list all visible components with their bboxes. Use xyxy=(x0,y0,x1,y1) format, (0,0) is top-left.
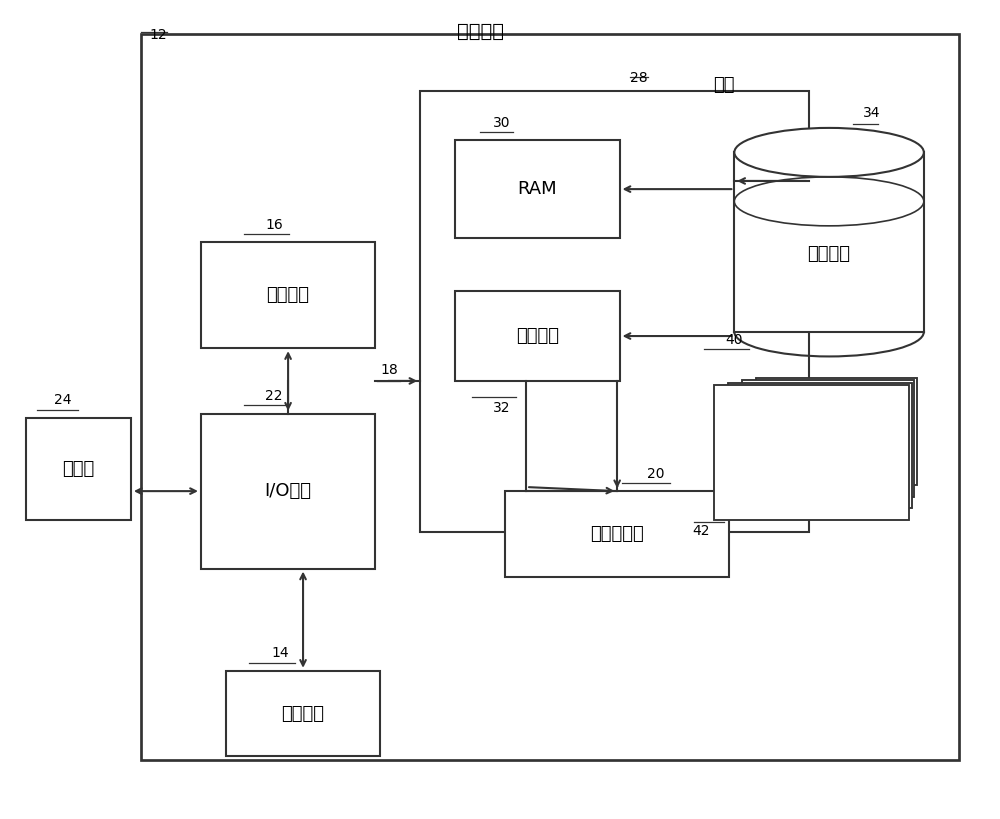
Text: 内存: 内存 xyxy=(714,76,735,94)
Bar xyxy=(455,140,620,238)
Bar xyxy=(714,385,909,520)
Text: 42: 42 xyxy=(692,524,709,538)
Text: 14: 14 xyxy=(271,646,289,660)
Bar xyxy=(201,242,375,348)
Bar xyxy=(734,152,924,332)
Text: 网络适配器: 网络适配器 xyxy=(590,525,644,543)
Text: 28: 28 xyxy=(630,70,647,85)
Text: 30: 30 xyxy=(492,115,510,129)
Text: 电子设备: 电子设备 xyxy=(457,22,504,41)
Text: RAM: RAM xyxy=(518,180,557,198)
Bar xyxy=(742,381,914,497)
Text: 12: 12 xyxy=(149,28,167,42)
Bar xyxy=(226,671,380,757)
Text: 24: 24 xyxy=(54,393,72,407)
Text: 40: 40 xyxy=(725,333,743,347)
Text: 外部设备: 外部设备 xyxy=(282,704,325,722)
Bar xyxy=(505,491,729,577)
Text: 显示器: 显示器 xyxy=(63,459,95,477)
Text: 处理单元: 处理单元 xyxy=(267,286,310,304)
Text: 34: 34 xyxy=(863,106,881,120)
Text: 18: 18 xyxy=(380,363,398,377)
Bar xyxy=(756,378,917,486)
Bar xyxy=(26,418,131,520)
Text: 20: 20 xyxy=(647,467,664,481)
Text: 32: 32 xyxy=(492,401,510,415)
Bar xyxy=(728,382,912,509)
Text: 高速缓存: 高速缓存 xyxy=(516,327,559,345)
Bar xyxy=(455,291,620,381)
Text: 16: 16 xyxy=(265,218,283,232)
Bar xyxy=(141,34,959,761)
Bar xyxy=(420,91,809,532)
Text: 22: 22 xyxy=(265,389,283,403)
Ellipse shape xyxy=(734,177,924,226)
Bar xyxy=(201,414,375,568)
Text: I/O接口: I/O接口 xyxy=(265,482,312,500)
Text: 存储系统: 存储系统 xyxy=(808,246,851,264)
Ellipse shape xyxy=(734,128,924,177)
